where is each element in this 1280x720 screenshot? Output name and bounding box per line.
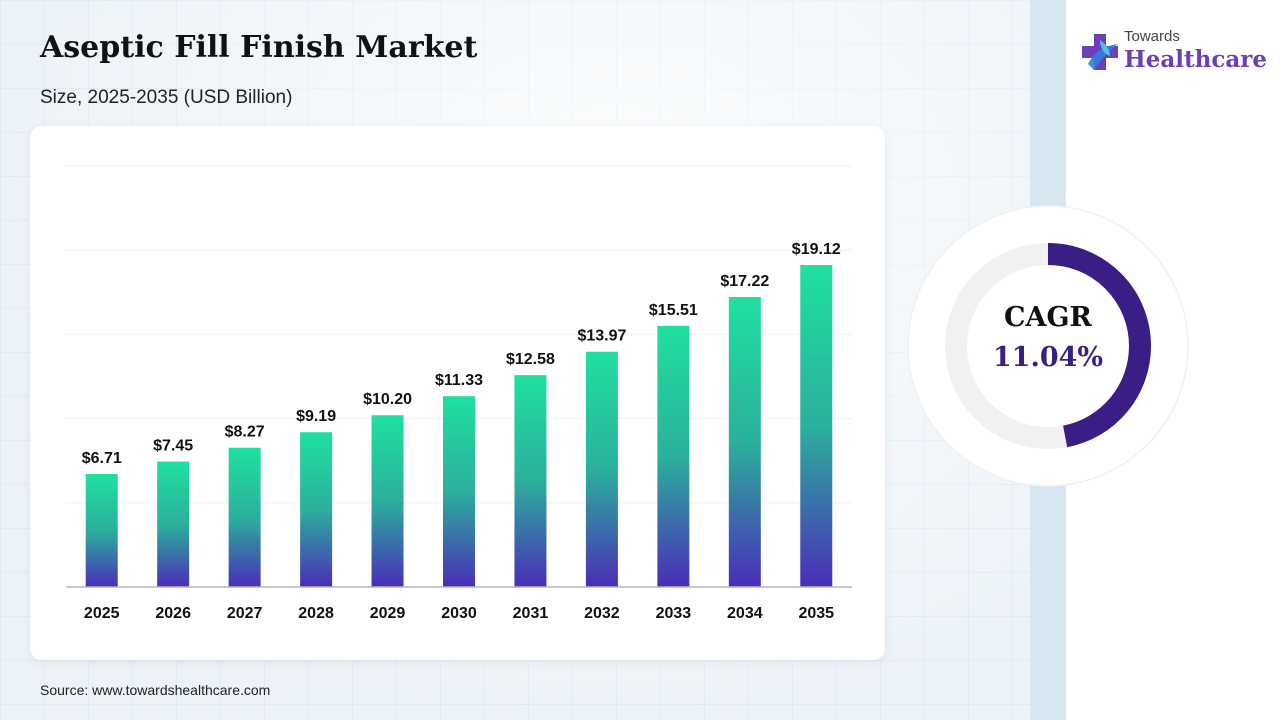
bar-2035 bbox=[800, 265, 833, 587]
cagr-ring-arc bbox=[945, 243, 1151, 449]
x-tick-label-2027: 2027 bbox=[227, 605, 263, 622]
bar-2026 bbox=[157, 461, 190, 587]
bar-2033 bbox=[657, 325, 690, 587]
bar-2027 bbox=[228, 447, 261, 587]
page-title: Aseptic Fill Finish Market bbox=[40, 30, 478, 65]
logo-text-healthcare: Healthcare bbox=[1124, 46, 1268, 73]
value-label-2027: $8.27 bbox=[225, 424, 265, 441]
x-tick-label-2034: 2034 bbox=[727, 605, 763, 622]
value-label-2033: $15.51 bbox=[649, 302, 698, 319]
value-label-2032: $13.97 bbox=[577, 328, 626, 345]
bar-2034 bbox=[728, 297, 761, 587]
x-tick-label-2033: 2033 bbox=[656, 605, 692, 622]
bar-2031 bbox=[514, 375, 547, 587]
chart-card: $6.71 $7.45 $8.27 $9.19 $10.20 $11.33 $12.58 $1… bbox=[30, 126, 885, 660]
value-label-2028: $9.19 bbox=[296, 408, 336, 425]
towards-healthcare-logo: Towards Healthcare bbox=[1080, 26, 1267, 82]
value-label-2026: $7.45 bbox=[153, 438, 193, 455]
value-label-2030: $11.33 bbox=[435, 372, 483, 389]
x-tick-label-2032: 2032 bbox=[584, 605, 620, 622]
bar-2028 bbox=[300, 432, 333, 587]
bar-2030 bbox=[443, 396, 475, 587]
x-tick-label-2025: 2025 bbox=[84, 605, 120, 622]
source-note: Source: www.towardshealthcare.com bbox=[40, 682, 271, 698]
x-tick-label-2029: 2029 bbox=[370, 605, 406, 622]
x-tick-label-2028: 2028 bbox=[298, 605, 334, 622]
value-label-2034: $17.22 bbox=[720, 273, 769, 290]
bar-2032 bbox=[585, 351, 618, 587]
logo-text-towards: Towards bbox=[1124, 28, 1180, 45]
cagr-gauge: CAGR 11.04% bbox=[906, 204, 1190, 488]
value-label-2029: $10.20 bbox=[363, 391, 412, 408]
bar-2029 bbox=[371, 415, 404, 587]
x-tick-label-2035: 2035 bbox=[798, 605, 834, 622]
bar-chart: $6.71 $7.45 $8.27 $9.19 $10.20 $11.33 $12.58 $1… bbox=[66, 165, 852, 622]
x-tick-label-2031: 2031 bbox=[513, 605, 549, 622]
cagr-label: CAGR bbox=[1004, 302, 1092, 333]
cagr-value: 11.04% bbox=[992, 342, 1104, 373]
value-label-2025: $6.71 bbox=[82, 450, 122, 467]
x-tick-label-2026: 2026 bbox=[155, 605, 191, 622]
cagr-ring bbox=[907, 205, 1189, 487]
value-label-2035: $19.12 bbox=[792, 241, 841, 258]
bar-2025 bbox=[85, 474, 118, 587]
page-subtitle: Size, 2025-2035 (USD Billion) bbox=[40, 87, 293, 108]
value-label-2031: $12.58 bbox=[506, 351, 555, 368]
x-tick-label-2030: 2030 bbox=[441, 605, 477, 622]
cross-plus-icon bbox=[1082, 34, 1118, 70]
